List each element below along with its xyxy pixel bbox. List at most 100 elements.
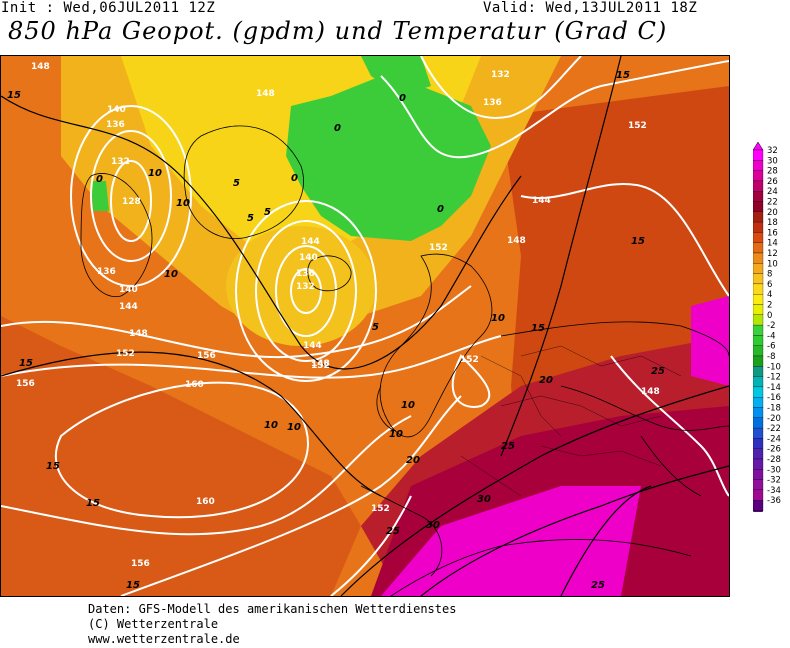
legend-level-label: 14 — [767, 239, 778, 249]
legend-swatch — [752, 314, 764, 326]
legend-level-label: 18 — [767, 218, 778, 228]
legend-level-label: -32 — [767, 476, 781, 486]
legend-swatch — [752, 232, 764, 243]
temperature-label: 25 — [501, 441, 515, 452]
legend-swatch — [752, 458, 764, 470]
temperature-label: 15 — [126, 580, 140, 591]
legend-level-label: 26 — [767, 177, 778, 187]
geopotential-label: 148 — [256, 89, 275, 99]
geopotential-label: 152 — [311, 361, 330, 371]
legend-level-label: 10 — [767, 259, 778, 269]
legend-level-label: 6 — [767, 280, 772, 290]
color-scale-svg: 32302826242220181614121086420-2-4-6-8-10… — [752, 141, 781, 519]
legend-level-label: -12 — [767, 373, 781, 383]
legend-level-label: -22 — [767, 424, 781, 434]
temperature-label: 10 — [389, 429, 403, 440]
geopotential-contours — [1, 56, 729, 596]
temperature-label: 10 — [148, 168, 162, 179]
temperature-label: 15 — [86, 498, 100, 509]
temperature-zone-30-east — [691, 296, 729, 386]
geopotential-label: 136 — [483, 98, 502, 108]
temperature-zone-greenland-green — [91, 181, 109, 211]
legend-level-label: -6 — [767, 342, 775, 352]
temperature-label: 25 — [591, 580, 605, 591]
geopotential-label-group: 148 140 136 132 128 136 140 144 148 152 … — [16, 62, 660, 569]
legend-level-label: -14 — [767, 383, 781, 393]
temperature-zone-15 — [1, 316, 361, 596]
geopotential-label: 128 — [122, 197, 141, 207]
legend-level-label: -16 — [767, 393, 781, 403]
legend-swatch — [752, 252, 764, 264]
temperature-label: 5 — [247, 213, 254, 224]
legend-swatch — [752, 335, 764, 346]
legend-swatch — [752, 489, 764, 501]
legend-level-label: 8 — [767, 270, 772, 280]
temperature-label: 30 — [477, 494, 491, 505]
geopotential-label: 144 — [303, 341, 322, 351]
temperature-label: 5 — [233, 178, 240, 189]
temperature-label: 0 — [334, 123, 341, 134]
geopotential-label: 140 — [299, 253, 318, 263]
legend-level-label: 12 — [767, 249, 778, 259]
weather-map: 148 140 136 132 128 136 140 144 148 152 … — [0, 55, 730, 597]
legend-level-label: -8 — [767, 352, 775, 362]
credits-line-data-source: Daten: GFS-Modell des amerikanischen Wet… — [88, 602, 457, 616]
geopotential-label: 148 — [129, 329, 148, 339]
legend-swatch — [752, 242, 764, 254]
geopotential-label: 156 — [131, 559, 150, 569]
temperature-label: 10 — [176, 198, 190, 209]
legend-swatch — [752, 407, 764, 418]
geopotential-label: 152 — [460, 355, 479, 365]
geopotential-label: 148 — [507, 236, 526, 246]
temperature-label: 5 — [372, 322, 379, 333]
geopotential-label: 152 — [371, 504, 390, 514]
geopotential-label: 136 — [106, 120, 125, 130]
temperature-label: 25 — [386, 526, 400, 537]
legend-swatch — [752, 304, 764, 315]
legend-swatch — [752, 191, 764, 202]
geopotential-label: 144 — [532, 196, 551, 206]
temperature-label: 15 — [531, 323, 545, 334]
temperature-contours — [1, 56, 729, 596]
geopotential-label: 152 — [116, 349, 135, 359]
geopotential-label: 140 — [119, 285, 138, 295]
legend-swatch — [752, 211, 764, 223]
legend-level-label: -20 — [767, 414, 781, 424]
legend-swatch — [752, 221, 764, 233]
legend-swatch — [752, 386, 764, 398]
temperature-zone-minus5 — [286, 76, 491, 241]
legend-level-label: 0 — [767, 311, 772, 321]
geopotential-label: 156 — [16, 379, 35, 389]
geopotential-label: 136 — [296, 269, 315, 279]
legend-swatch — [752, 324, 764, 336]
legend-swatch — [752, 283, 764, 295]
legend-level-label: -34 — [767, 486, 781, 496]
legend-swatch — [752, 479, 764, 491]
legend-level-label: -26 — [767, 445, 781, 455]
legend-swatch — [752, 438, 764, 449]
valid-time-label: Valid: Wed,13JUL2011 18Z — [483, 0, 698, 16]
map-svg: 148 140 136 132 128 136 140 144 148 152 … — [1, 56, 729, 596]
legend-level-label: -4 — [767, 331, 775, 341]
legend-swatch — [752, 448, 764, 460]
geopotential-label: 144 — [119, 302, 138, 312]
legend-swatch — [752, 469, 764, 480]
legend-level-label: 16 — [767, 228, 778, 238]
temperature-label: 15 — [46, 461, 60, 472]
geopotential-label: 136 — [97, 267, 116, 277]
temperature-label: 0 — [96, 174, 103, 185]
legend-level-label: -18 — [767, 404, 781, 414]
geopotential-label: 148 — [641, 387, 660, 397]
geopotential-label: 148 — [31, 62, 50, 72]
map-title: 850 hPa Geopot. (gpdm) und Temperatur (G… — [8, 17, 668, 45]
legend-level-label: -10 — [767, 362, 781, 372]
temperature-label: 15 — [616, 70, 630, 81]
legend-swatch — [752, 366, 764, 377]
legend-level-label: -28 — [767, 455, 781, 465]
legend-swatch — [752, 427, 764, 439]
legend-level-label: 22 — [767, 198, 778, 208]
temperature-label: 15 — [7, 90, 21, 101]
legend-level-label: -30 — [767, 465, 781, 475]
credits: Daten: GFS-Modell des amerikanischen Wet… — [88, 602, 456, 647]
legend-swatch — [752, 500, 764, 511]
